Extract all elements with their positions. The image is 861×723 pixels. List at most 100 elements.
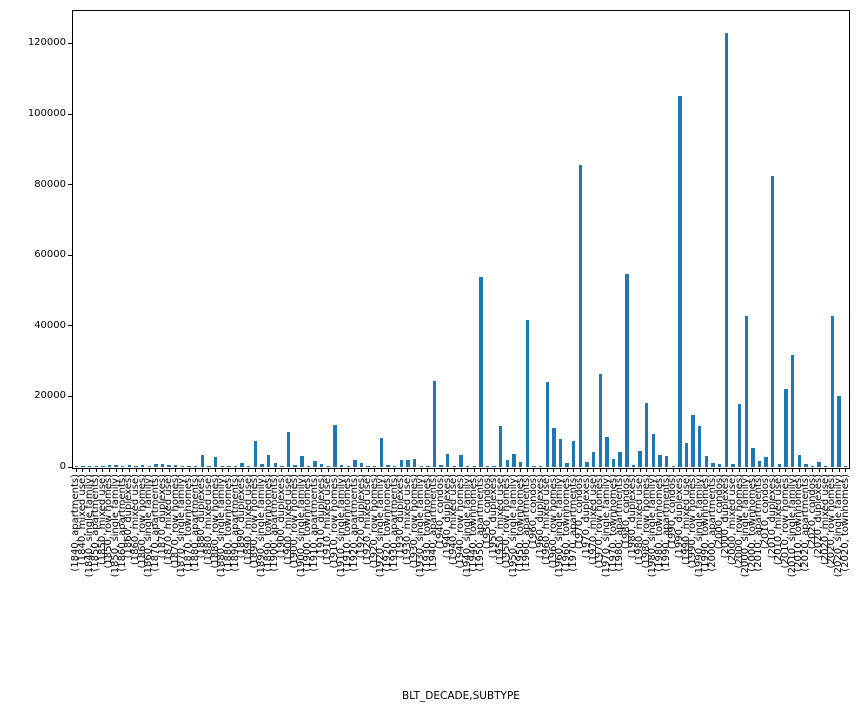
bar <box>353 459 357 467</box>
x-tick <box>526 468 528 472</box>
bar <box>74 466 78 467</box>
x-tick <box>553 468 555 472</box>
y-tick-label: 40000 <box>34 319 66 331</box>
x-tick <box>566 468 568 472</box>
x-tick <box>162 468 164 472</box>
bar <box>154 463 158 467</box>
bar <box>472 466 476 467</box>
x-tick <box>520 468 522 472</box>
bar <box>386 465 390 467</box>
bar <box>300 456 304 467</box>
bar <box>538 466 543 467</box>
x-tick <box>785 468 787 472</box>
bar <box>114 464 118 467</box>
x-tick <box>745 468 747 472</box>
bar <box>512 453 516 467</box>
y-tick-label: 120000 <box>27 37 66 49</box>
x-tick <box>845 468 847 472</box>
x-axis-title: BLT_DECADE,SUBTYPE <box>402 690 520 702</box>
bar <box>194 466 198 467</box>
bar <box>465 466 470 467</box>
x-tick <box>546 468 548 472</box>
x-tick <box>380 468 382 472</box>
bar <box>744 316 748 467</box>
x-tick <box>613 468 615 472</box>
x-tick <box>540 468 542 472</box>
x-tick <box>626 468 628 472</box>
plot-area <box>72 10 850 469</box>
bar <box>717 464 722 467</box>
bar <box>286 431 291 467</box>
x-tick <box>453 468 455 472</box>
bar <box>651 433 656 467</box>
x-tick <box>427 468 429 472</box>
x-tick <box>215 468 217 472</box>
bar <box>339 464 344 467</box>
bar <box>379 438 384 467</box>
bar <box>558 439 563 467</box>
bar <box>810 466 815 467</box>
bar <box>87 466 92 467</box>
x-tick <box>672 468 674 472</box>
x-tick <box>460 468 462 472</box>
x-tick <box>95 468 97 472</box>
x-tick <box>334 468 336 472</box>
x-tick <box>115 468 117 472</box>
x-tick <box>181 468 183 472</box>
x-tick <box>646 468 648 472</box>
bar <box>459 455 463 467</box>
x-tick <box>307 468 309 472</box>
x-tick <box>221 468 223 472</box>
x-tick <box>719 468 721 472</box>
x-tick <box>440 468 442 472</box>
x-tick <box>752 468 754 472</box>
x-tick <box>513 468 515 472</box>
x-tick <box>122 468 124 472</box>
bar <box>552 428 556 467</box>
x-tick <box>666 468 668 472</box>
bar <box>817 462 821 467</box>
x-tick <box>168 468 170 472</box>
bar <box>366 466 370 467</box>
bar <box>691 414 695 467</box>
bar <box>605 437 609 467</box>
bar <box>107 465 112 467</box>
bar <box>439 464 443 467</box>
x-tick <box>235 468 236 472</box>
y-tick <box>68 184 72 186</box>
bar <box>200 455 205 467</box>
bar <box>532 465 536 467</box>
y-tick <box>68 113 72 115</box>
bar <box>611 458 616 467</box>
bar <box>446 453 450 467</box>
x-tick <box>361 468 362 472</box>
bar <box>320 464 324 467</box>
bar <box>625 273 629 467</box>
bar <box>499 425 503 467</box>
bar <box>797 455 801 467</box>
bar <box>373 466 377 467</box>
bar <box>598 373 602 467</box>
bar <box>492 466 496 467</box>
x-tick <box>301 468 303 472</box>
x-tick <box>201 468 203 472</box>
y-tick-label: 80000 <box>34 178 66 190</box>
x-tick <box>812 468 814 472</box>
x-tick <box>732 468 734 472</box>
bar <box>253 440 258 467</box>
bar <box>147 466 151 467</box>
bar <box>406 459 410 467</box>
x-tick <box>407 468 409 472</box>
x-tick <box>480 468 482 472</box>
x-tick <box>321 468 323 472</box>
bar <box>180 466 185 467</box>
bar <box>784 388 788 467</box>
bar <box>731 463 735 467</box>
y-tick-label: 0 <box>59 461 66 472</box>
bar <box>187 466 191 467</box>
x-tick <box>241 468 243 472</box>
x-tick <box>75 468 77 472</box>
bar <box>771 175 775 467</box>
x-tick <box>387 468 389 472</box>
bar <box>764 457 768 467</box>
